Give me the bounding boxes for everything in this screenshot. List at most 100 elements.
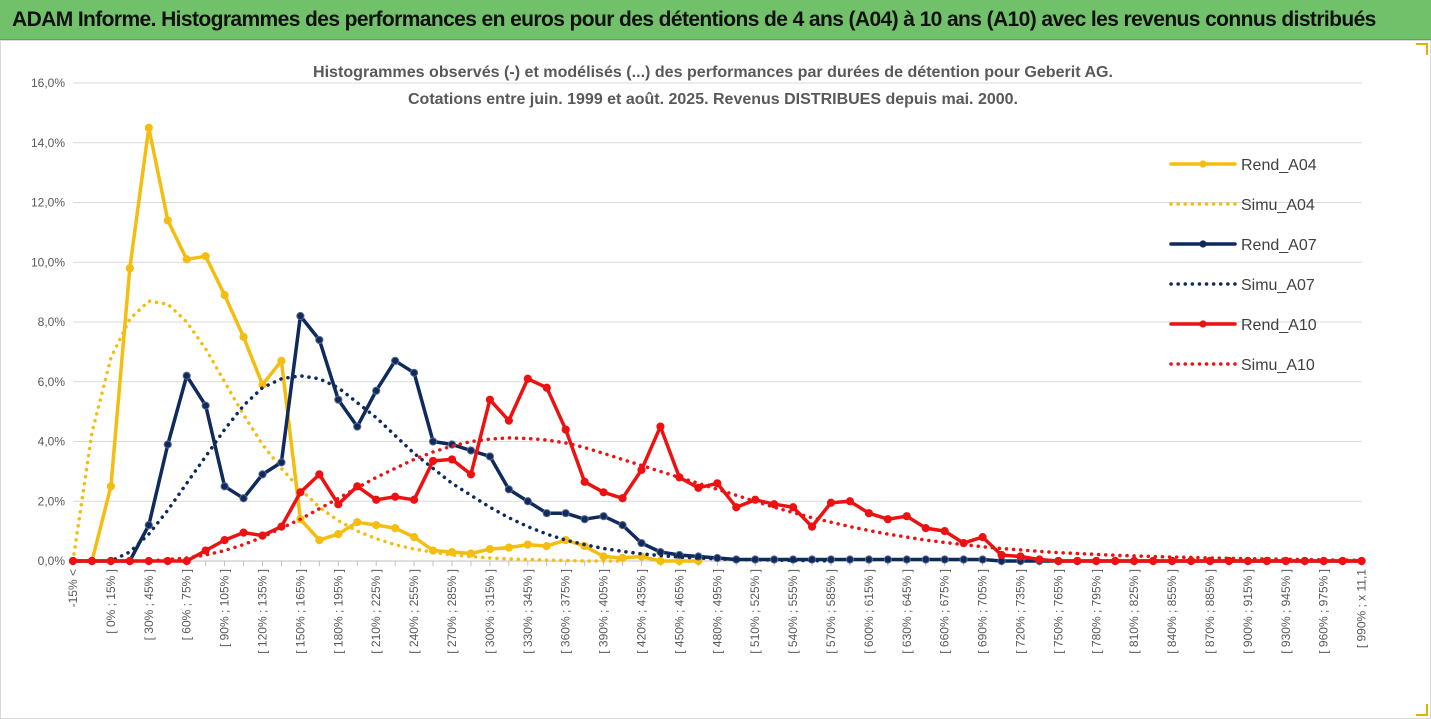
x-tick-label: [ 270% ; 285% ] <box>445 569 459 654</box>
data-point <box>618 521 627 530</box>
x-tick-label: [ 870% ; 885% ] <box>1203 569 1217 654</box>
data-point <box>921 524 930 533</box>
data-point <box>940 527 949 536</box>
data-point <box>1016 552 1025 561</box>
data-point <box>618 494 627 503</box>
data-point <box>144 123 153 132</box>
series-line-simu_a04 <box>71 299 625 563</box>
series-group <box>68 123 1366 566</box>
x-tick-label: [ 540% ; 555% ] <box>786 569 800 654</box>
histogram-chart: Histogrammes observés (-) et modélisés (… <box>31 64 1369 654</box>
legend-marker <box>1199 240 1207 248</box>
x-tick-label: [ 930% ; 945% ] <box>1279 569 1293 654</box>
data-point <box>163 440 172 449</box>
data-point <box>1073 556 1082 566</box>
data-point <box>656 422 665 431</box>
data-point <box>372 495 381 504</box>
data-point <box>542 383 551 392</box>
data-point <box>542 509 551 518</box>
data-point <box>391 524 400 533</box>
legend-label: Simu_A07 <box>1241 277 1315 294</box>
y-tick-label: 8,0% <box>38 315 66 329</box>
data-point <box>220 291 229 300</box>
data-point <box>845 497 855 506</box>
data-point <box>523 374 532 383</box>
x-tick-label: [ 390% ; 405% ] <box>597 569 611 654</box>
x-tick-label: [ 720% ; 735% ] <box>1014 569 1028 654</box>
data-point <box>883 555 892 564</box>
series-line-rend_a07 <box>71 314 1364 563</box>
legend-marker <box>1199 320 1207 328</box>
chart-corner-handle <box>1416 43 1428 55</box>
data-point <box>1035 555 1044 564</box>
data-point <box>372 386 381 395</box>
data-point <box>485 452 494 461</box>
data-point <box>732 503 741 512</box>
data-point <box>523 540 532 549</box>
data-point <box>447 455 457 464</box>
y-tick-label: 2,0% <box>38 494 66 508</box>
legend-label: Simu_A04 <box>1241 197 1315 214</box>
data-point <box>220 482 229 491</box>
series-line-simu_a07 <box>71 374 833 563</box>
x-tick-label: [ 480% ; 495% ] <box>710 569 724 654</box>
report-title: ADAM Informe. Histogrammes des performan… <box>12 8 1376 31</box>
data-point <box>618 553 627 563</box>
data-point <box>239 494 248 503</box>
data-point <box>334 395 343 404</box>
data-point <box>277 458 286 467</box>
data-point <box>826 498 836 507</box>
x-tick-label: [ 630% ; 645% ] <box>900 569 914 654</box>
data-point <box>959 555 968 564</box>
data-point <box>466 470 476 479</box>
data-point <box>978 533 987 542</box>
data-point <box>1149 556 1158 566</box>
x-tick-label: [ 0% ; 15% ] <box>104 569 118 634</box>
data-point <box>580 515 589 524</box>
x-tick-label: [ 120% ; 135% ] <box>256 569 270 654</box>
data-point <box>561 509 570 518</box>
series-line-rend_a10 <box>71 377 1364 563</box>
data-point <box>315 535 324 545</box>
x-axis: -15% < [ 0% ; 15% ] [ 30% ; 45% ] [ 60% ; 7… <box>66 561 1369 654</box>
data-point <box>391 356 400 365</box>
x-tick-label: [ 240% ; 255% ] <box>407 569 421 654</box>
x-tick-label: [ 210% ; 225% ] <box>369 569 383 654</box>
x-tick-label: [ 510% ; 525% ] <box>748 569 762 654</box>
x-tick-label: [ 750% ; 765% ] <box>1051 569 1065 654</box>
data-point <box>353 518 362 527</box>
y-tick-label: 0,0% <box>38 554 66 568</box>
data-point <box>599 512 608 521</box>
x-tick-label: [ 690% ; 705% ] <box>976 569 990 654</box>
data-point <box>656 556 665 566</box>
data-point <box>940 555 949 564</box>
data-point <box>201 252 210 261</box>
data-point <box>1092 556 1101 566</box>
data-point <box>410 533 419 542</box>
data-point <box>125 264 134 273</box>
x-tick-label: [ 150% ; 165% ] <box>293 569 307 654</box>
x-tick-label: [ 420% ; 435% ] <box>635 569 649 654</box>
data-point <box>997 550 1006 560</box>
data-point <box>580 477 589 486</box>
x-tick-label: [ 840% ; 855% ] <box>1165 569 1179 654</box>
report-banner: ADAM Informe. Histogrammes des performan… <box>0 0 1431 40</box>
data-point <box>504 543 513 552</box>
data-point <box>485 544 494 554</box>
data-point <box>637 538 646 548</box>
data-point <box>182 255 191 264</box>
x-tick-label: [ 780% ; 795% ] <box>1089 569 1103 654</box>
data-point <box>296 311 305 321</box>
data-point <box>485 395 494 404</box>
data-point <box>542 541 551 551</box>
data-point <box>845 555 855 564</box>
data-point <box>1054 556 1063 566</box>
data-point <box>599 488 608 497</box>
y-tick-label: 14,0% <box>31 136 65 150</box>
data-point <box>353 422 362 431</box>
data-point <box>1111 556 1120 566</box>
data-point <box>372 521 381 530</box>
data-point <box>807 522 817 531</box>
data-point <box>637 465 646 474</box>
x-tick-label: [ 360% ; 375% ] <box>559 569 573 654</box>
